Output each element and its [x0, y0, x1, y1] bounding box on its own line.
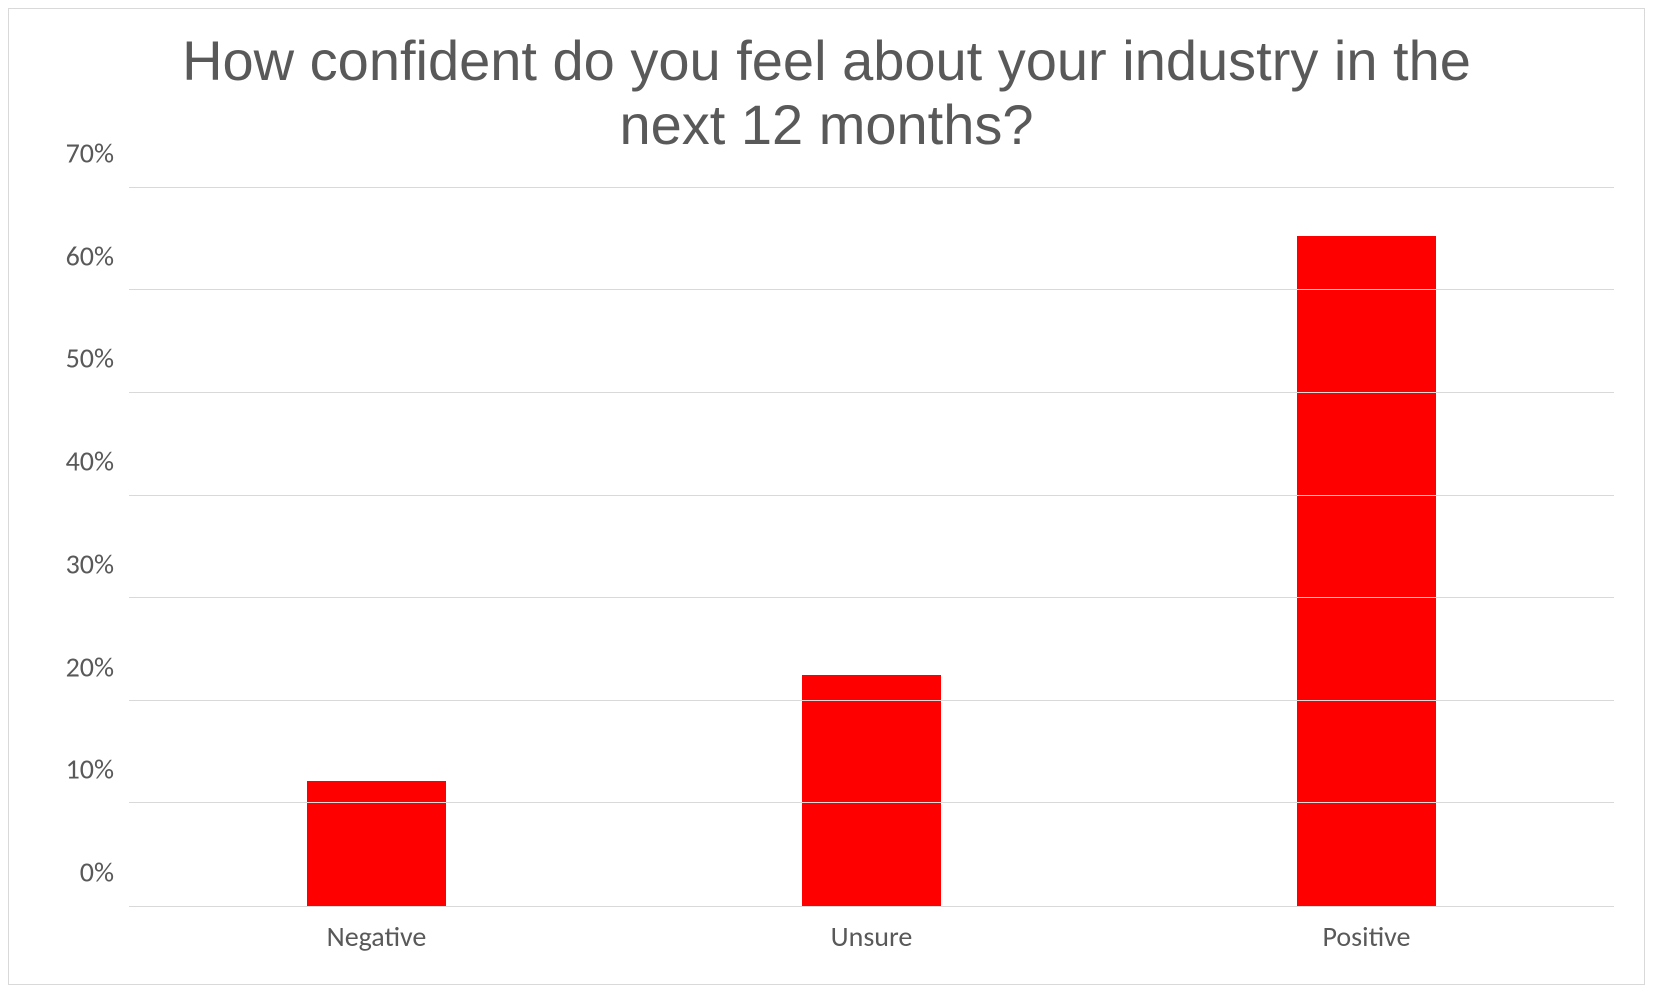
x-axis-row: NegativeUnsurePositive — [39, 907, 1614, 954]
x-tick-label: Positive — [1119, 919, 1614, 954]
x-tick-label: Unsure — [624, 919, 1119, 954]
plot-area — [129, 188, 1614, 907]
chart-title: How confident do you feel about your ind… — [39, 29, 1614, 158]
y-axis: 0%10%20%30%40%50%60%70% — [39, 188, 129, 907]
x-axis: NegativeUnsurePositive — [129, 907, 1614, 954]
gridline — [129, 187, 1614, 188]
gridline — [129, 597, 1614, 598]
bar — [802, 675, 941, 906]
y-tick-label: 70% — [66, 135, 114, 170]
y-tick-label: 50% — [66, 341, 114, 376]
y-tick-label: 60% — [66, 238, 114, 273]
gridline — [129, 289, 1614, 290]
y-tick-label: 20% — [66, 649, 114, 684]
gridline — [129, 802, 1614, 803]
x-axis-spacer — [39, 907, 129, 954]
y-tick-label: 10% — [66, 752, 114, 787]
y-tick-label: 40% — [66, 444, 114, 479]
bar — [1297, 236, 1436, 906]
bar-slot — [624, 188, 1119, 906]
plot-row: 0%10%20%30%40%50%60%70% — [39, 188, 1614, 907]
bars-group — [129, 188, 1614, 906]
bar-slot — [129, 188, 624, 906]
y-tick-label: 0% — [80, 855, 114, 890]
x-tick-label: Negative — [129, 919, 624, 954]
gridline — [129, 495, 1614, 496]
bar — [307, 781, 446, 906]
gridline — [129, 392, 1614, 393]
chart-container: How confident do you feel about your ind… — [8, 8, 1645, 985]
gridline — [129, 700, 1614, 701]
y-tick-label: 30% — [66, 546, 114, 581]
bar-slot — [1119, 188, 1614, 906]
plot-wrapper: 0%10%20%30%40%50%60%70% NegativeUnsurePo… — [39, 188, 1614, 954]
